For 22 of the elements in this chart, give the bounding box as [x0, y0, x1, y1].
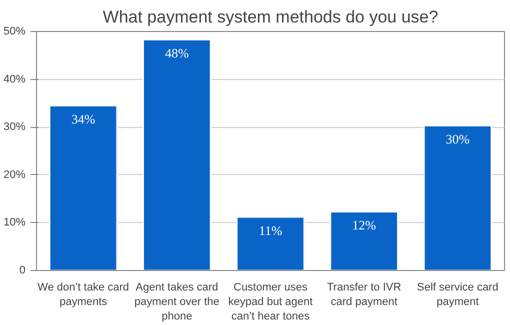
y-tick-label: 30% [3, 121, 26, 134]
data-label: 11% [258, 222, 282, 238]
data-label: 48% [164, 46, 189, 61]
y-tick-label: 0 [19, 264, 26, 276]
y-tick-label: 20% [3, 168, 26, 181]
bar [142, 38, 212, 270]
x-tick-label: Self service card payment [417, 282, 498, 308]
y-tick-label: 50% [3, 26, 26, 38]
data-label: 12% [352, 218, 376, 233]
bar [330, 210, 399, 270]
y-tick-label: 10% [3, 216, 26, 229]
x-tick-label: We don’t take card payments [38, 282, 130, 308]
bar [48, 104, 118, 270]
x-tick-label: Customer uses keypad but agent can’t hear tones [228, 282, 313, 322]
chart-title: What payment system methods do you use? [102, 8, 438, 26]
y-tick-label: 40% [3, 73, 26, 86]
data-label: 30% [446, 132, 470, 147]
x-tick-label: Transfer to IVR card payment [327, 282, 402, 308]
x-tick-label: Agent takes card payment over the phone [134, 282, 220, 322]
data-label: 34% [71, 112, 96, 127]
bar [236, 216, 305, 270]
bar [423, 124, 492, 270]
